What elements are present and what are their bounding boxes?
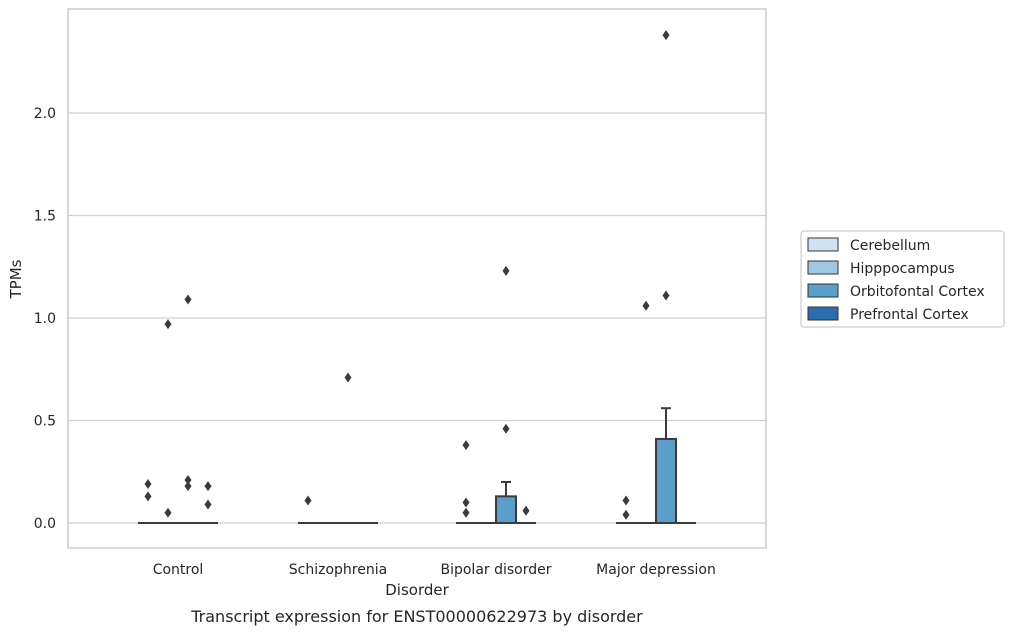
box-2-0 <box>456 440 476 524</box>
outlier-point <box>662 30 670 41</box>
outlier-point <box>622 509 630 520</box>
outlier-point <box>144 491 152 502</box>
x-axis-label: Disorder <box>385 581 449 599</box>
outlier-point <box>462 440 470 451</box>
y-tick-label: 2.0 <box>34 106 56 122</box>
x-tick-label: Control <box>153 562 204 578</box>
outlier-point <box>462 497 470 508</box>
outlier-point <box>144 479 152 490</box>
box-marks <box>138 30 696 525</box>
x-tick-labels: Control Schizophrenia Bipolar disorder Majo… <box>153 562 716 578</box>
box-1-2 <box>338 372 358 524</box>
outlier-point <box>184 474 192 485</box>
x-tick-label: Major depression <box>596 562 716 578</box>
legend-frame <box>800 230 1005 328</box>
box-3-0 <box>616 495 636 524</box>
outlier-point <box>184 481 192 492</box>
outlier-point <box>502 423 510 434</box>
legend-label: Prefrontal Cortex <box>850 307 969 323</box>
outlier-point <box>522 505 530 516</box>
outlier-point <box>164 507 172 518</box>
outlier-point <box>184 294 192 305</box>
box-3-2 <box>655 30 677 525</box>
outlier-point <box>204 499 212 510</box>
legend-label: Cerebellum <box>850 238 930 254</box>
legend: Cerebellum Hipppocampus Orbitofontal Corte… <box>800 230 1005 328</box>
y-tick-label: 1.5 <box>34 209 56 225</box>
legend-swatch <box>807 260 839 275</box>
outlier-point <box>662 290 670 301</box>
plot-frame <box>67 8 767 549</box>
box-3-1 <box>636 300 656 524</box>
legend-label: Orbitofontal Cortex <box>850 284 985 300</box>
legend-swatch <box>807 306 839 321</box>
outlier-point <box>502 265 510 276</box>
x-tick-label: Bipolar disorder <box>440 562 551 578</box>
box-body <box>495 495 517 525</box>
outlier-point <box>622 495 630 506</box>
box-1-0 <box>298 495 318 524</box>
outlier-point <box>204 481 212 492</box>
x-tick-label: Schizophrenia <box>289 562 387 578</box>
box-body <box>655 437 677 525</box>
outlier-point <box>304 495 312 506</box>
y-tick-label: 1.0 <box>34 311 56 327</box>
y-tick-labels: 0.0 0.5 1.0 1.5 2.0 <box>34 106 56 532</box>
legend-label: Hipppocampus <box>850 261 955 277</box>
box-0-1 <box>158 319 178 524</box>
box-2-2 <box>495 265 517 525</box>
box-0-2 <box>178 294 198 524</box>
box-0-3 <box>198 481 218 524</box>
box-0-0 <box>138 479 158 524</box>
outlier-point <box>344 372 352 383</box>
y-tick-label: 0.5 <box>34 414 56 430</box>
y-tick-label: 0.0 <box>34 516 56 532</box>
y-axis-label: TPMs <box>7 259 25 299</box>
box-2-3 <box>516 505 536 524</box>
legend-swatch <box>807 237 839 252</box>
outlier-point <box>164 319 172 330</box>
chart-caption: Transcript expression for ENST0000062297… <box>190 607 643 626</box>
outlier-point <box>642 300 650 311</box>
legend-swatch <box>807 283 839 298</box>
outlier-point <box>462 507 470 518</box>
